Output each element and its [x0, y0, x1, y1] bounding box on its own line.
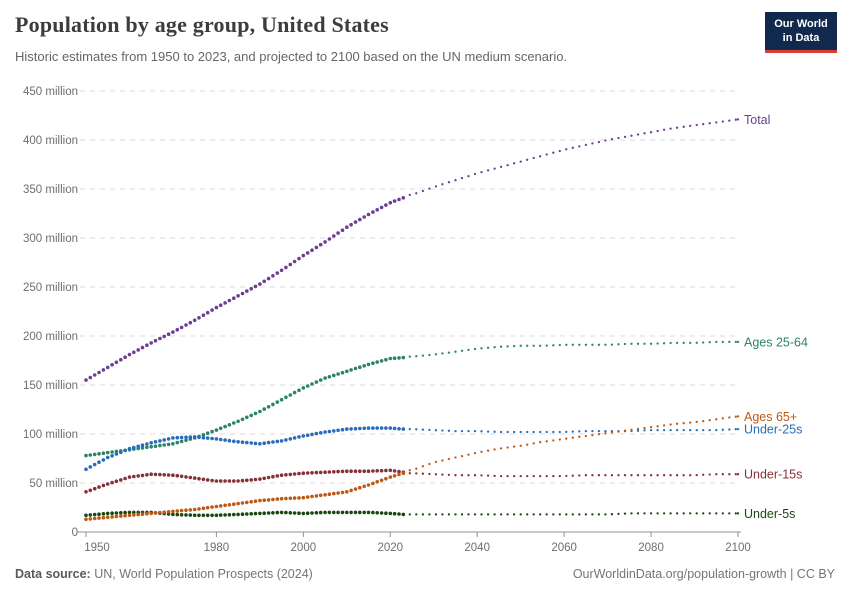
- y-tick-label-350: 350 million: [23, 184, 78, 196]
- x-tick-label-1980: 1980: [204, 542, 230, 554]
- footer-link[interactable]: OurWorldinData.org/population-growth: [572, 567, 787, 581]
- series-label-under-25s: Under-25s: [744, 423, 802, 437]
- data-source: Data source: UN, World Population Prospe…: [15, 567, 313, 581]
- chart-canvas: 0 50 million 100 million 150 million 200 mil…: [23, 86, 808, 554]
- data-source-label: Data source:: [15, 567, 91, 581]
- series-ages-25-64: [84, 340, 740, 458]
- page-title: Population by age group, United States: [15, 12, 389, 37]
- series-under-15s: [84, 468, 740, 494]
- y-tick-label-0: 0: [72, 527, 78, 539]
- chart-footer: Data source: UN, World Population Prospe…: [0, 567, 850, 581]
- series-label-under-15s: Under-15s: [744, 468, 802, 482]
- x-tick-label-2080: 2080: [638, 542, 664, 554]
- y-tick-label-100: 100 million: [23, 429, 78, 441]
- chart-subtitle: Historic estimates from 1950 to 2023, an…: [15, 49, 568, 64]
- x-tick-label-1950: 1950: [84, 542, 110, 554]
- y-tick-label-250: 250 million: [23, 282, 78, 294]
- gridlines: [80, 90, 738, 484]
- series-total: [84, 118, 740, 382]
- series-label-under-5s: Under-5s: [744, 507, 795, 521]
- x-tick-label-2040: 2040: [464, 542, 490, 554]
- series-under-25s: [84, 426, 740, 472]
- footer-separator: |: [786, 567, 797, 581]
- series-label-total: Total: [744, 113, 770, 127]
- series-label-ages-25-64: Ages 25-64: [744, 335, 808, 349]
- y-axis-labels: 0 50 million 100 million 150 million 200 mil…: [23, 86, 78, 539]
- x-tick-label-2020: 2020: [377, 542, 403, 554]
- y-tick-label-450: 450 million: [23, 86, 78, 98]
- series-ages-65: [84, 415, 740, 522]
- data-source-text: UN, World Population Prospects (2024): [90, 567, 313, 581]
- logo-line2: in Data: [782, 32, 820, 45]
- x-tick-label-2100: 2100: [725, 542, 751, 554]
- owid-logo: Our World in Data: [765, 12, 837, 53]
- x-axis: 1950 1980 2000 2020 2040 2060 2080 2100: [77, 531, 751, 554]
- footer-right: OurWorldinData.org/population-growth | C…: [573, 567, 835, 581]
- license-label: CC BY: [796, 567, 835, 581]
- y-tick-label-200: 200 million: [23, 331, 78, 343]
- y-tick-label-50: 50 million: [29, 478, 78, 490]
- y-tick-label-300: 300 million: [23, 233, 78, 245]
- x-tick-label-2000: 2000: [291, 542, 317, 554]
- y-tick-label-150: 150 million: [23, 380, 78, 392]
- logo-line1: Our World: [774, 18, 828, 30]
- series-label-ages-65: Ages 65+: [744, 410, 797, 424]
- x-tick-label-2060: 2060: [551, 542, 577, 554]
- y-tick-label-400: 400 million: [23, 135, 78, 147]
- series-under-5s: [84, 510, 740, 518]
